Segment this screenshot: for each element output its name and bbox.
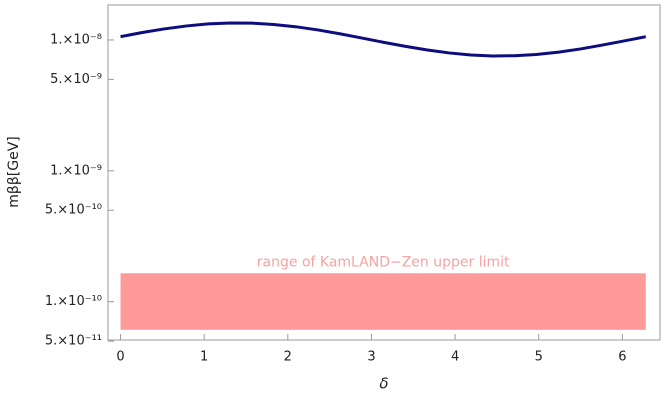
x-tick-label: 5: [535, 350, 543, 365]
x-tick-label: 6: [618, 350, 626, 365]
y-axis-label: mββ[GeV]: [6, 136, 22, 207]
plot-frame: [107, 4, 661, 341]
y-tick-label: 1.×10⁻⁹: [50, 163, 102, 178]
y-tick-label: 1.×10⁻⁸: [50, 32, 102, 47]
limit-band: [120, 273, 646, 330]
x-tick-label: 4: [451, 350, 459, 365]
x-tick-label: 2: [284, 350, 292, 365]
y-tick-label: 5.×10⁻¹¹: [45, 334, 102, 349]
y-tick-label: 1.×10⁻¹⁰: [45, 294, 102, 309]
band-label: range of KamLAND−Zen upper limit: [257, 254, 510, 270]
line-series: [120, 21, 647, 58]
y-tick-label: 5.×10⁻⁹: [50, 72, 102, 87]
y-tick-label: 5.×10⁻¹⁰: [45, 203, 102, 218]
x-tick-label: 3: [367, 350, 375, 365]
x-tick-label: 0: [116, 350, 124, 365]
x-tick-label: 1: [200, 350, 208, 365]
x-axis-label: δ: [379, 375, 388, 393]
